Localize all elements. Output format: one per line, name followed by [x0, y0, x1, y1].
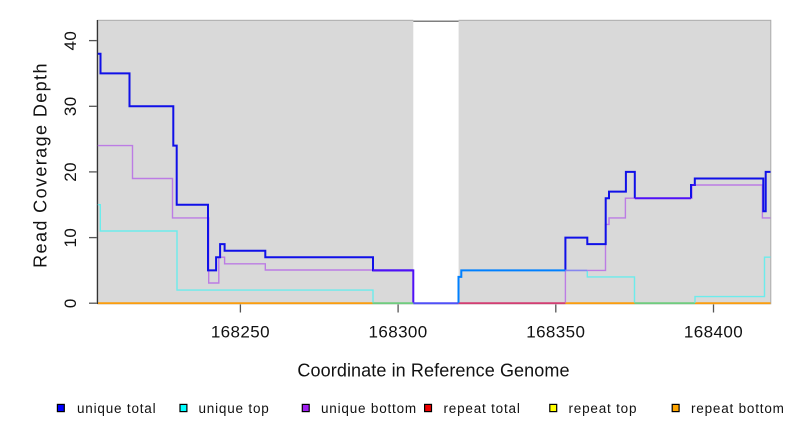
svg-text:unique total: unique total [77, 401, 156, 416]
svg-text:repeat top: repeat top [569, 401, 638, 416]
svg-text:40: 40 [61, 31, 80, 51]
svg-text:168350: 168350 [526, 323, 585, 342]
svg-text:0: 0 [61, 298, 80, 308]
svg-text:Coordinate in Reference Genome: Coordinate in Reference Genome [297, 361, 569, 381]
svg-text:unique bottom: unique bottom [321, 401, 417, 416]
svg-text:Read Coverage Depth: Read Coverage Depth [31, 62, 51, 268]
svg-text:168250: 168250 [211, 323, 270, 342]
svg-text:repeat bottom: repeat bottom [691, 401, 785, 416]
svg-text:unique top: unique top [199, 401, 270, 416]
svg-text:168400: 168400 [684, 323, 743, 342]
svg-text:20: 20 [61, 162, 80, 182]
svg-text:30: 30 [61, 96, 80, 116]
svg-text:10: 10 [61, 228, 80, 248]
svg-text:repeat total: repeat total [444, 401, 521, 416]
svg-text:168300: 168300 [369, 323, 428, 342]
